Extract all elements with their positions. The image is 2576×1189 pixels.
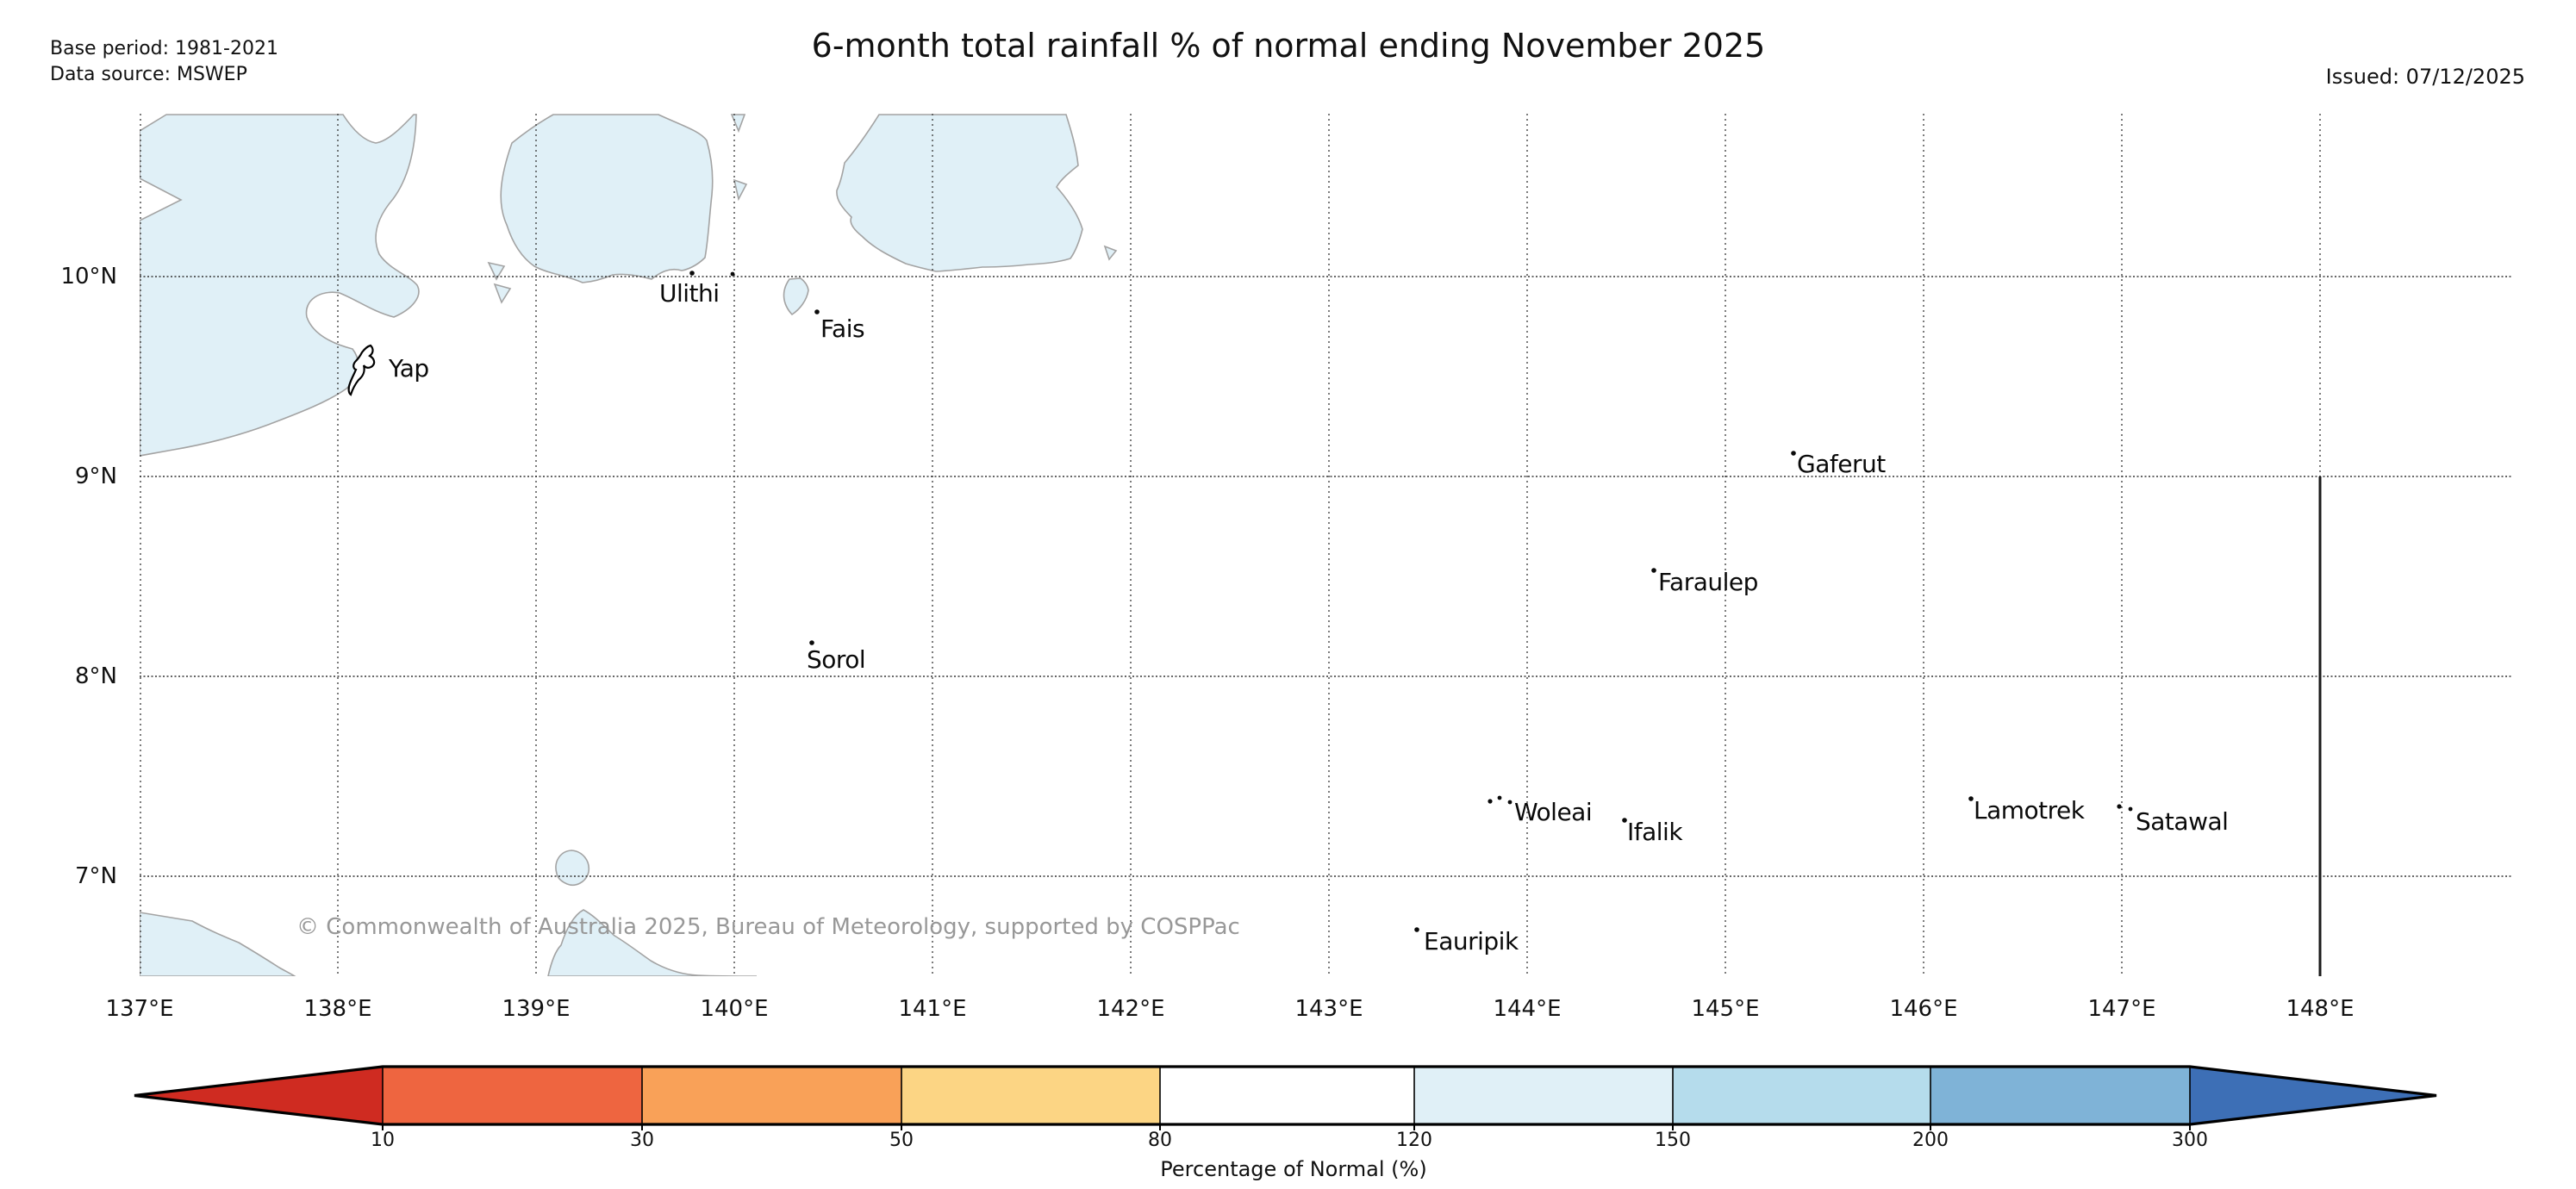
contour-region-northwest: [140, 114, 420, 457]
cb-tick-300: 300: [2172, 1130, 2208, 1151]
lon-tick-145e: 145°E: [1691, 996, 1760, 1022]
colorbar-seg-200-300: [1930, 1067, 2190, 1124]
colorbar-dividers: [382, 1067, 2191, 1124]
cb-tick-80: 80: [1148, 1130, 1172, 1151]
island-dot: [1622, 818, 1627, 823]
island-label-faraulep: Faraulep: [1658, 568, 1758, 596]
island-dot: [689, 271, 695, 276]
island-dot: [2117, 804, 2122, 809]
contour-fragment: [487, 261, 506, 281]
lon-tick-140e: 140°E: [700, 996, 769, 1022]
island-dot: [1791, 451, 1796, 456]
contour-region-southcenter: [547, 909, 758, 976]
contour-fragment: [1103, 245, 1118, 261]
lon-tick-137e: 137°E: [105, 996, 174, 1022]
island-dot: [730, 271, 735, 277]
lat-tick-8n: 8°N: [75, 663, 117, 689]
cb-tick-50: 50: [889, 1130, 914, 1151]
lat-tick-7n: 7°N: [75, 863, 117, 889]
island-markers: [689, 271, 2133, 932]
issued-date-text: Issued: 07/12/2025: [2325, 65, 2525, 89]
island-label-satawal: Satawal: [2136, 807, 2229, 836]
lon-tick-138e: 138°E: [303, 996, 372, 1022]
colorbar-title: Percentage of Normal (%): [1160, 1157, 1427, 1181]
lon-tick-147e: 147°E: [2087, 996, 2156, 1022]
island-label-ulithi: Ulithi: [659, 279, 720, 308]
island-label-woleai: Woleai: [1514, 798, 1593, 826]
cb-tick-120: 120: [1396, 1130, 1432, 1151]
colorbar-seg-80-120: [1160, 1067, 1414, 1124]
contour-region-ulithi: [500, 114, 714, 283]
island-label-fais: Fais: [820, 314, 865, 343]
island-label-eauripik: Eauripik: [1424, 927, 1519, 956]
contour-fragment: [493, 283, 512, 304]
colorbar-seg-50-80: [901, 1067, 1160, 1124]
contour-fragment: [783, 277, 809, 316]
colorbar-seg-120-150: [1414, 1067, 1673, 1124]
copyright-text: © Commonwealth of Australia 2025, Bureau…: [296, 914, 1240, 940]
island-label-gaferut: Gaferut: [1797, 450, 1886, 478]
lon-tick-142e: 142°E: [1096, 996, 1165, 1022]
island-label-sorol: Sorol: [807, 645, 866, 674]
lon-tick-146e: 146°E: [1889, 996, 1958, 1022]
graticule-meridians: [140, 114, 2321, 976]
island-dot: [1497, 795, 1502, 800]
island-dot: [2128, 806, 2133, 812]
graticule-parallels: [140, 276, 2512, 877]
map-canvas: [140, 114, 2512, 976]
page-title: 6-month total rainfall % of normal endin…: [811, 27, 1766, 65]
lon-tick-141e: 141°E: [898, 996, 967, 1022]
colorbar-canvas: [134, 1065, 2437, 1130]
cb-tick-30: 30: [630, 1130, 654, 1151]
island-dot: [1651, 568, 1656, 573]
island-label-yap: Yap: [389, 354, 429, 383]
contour-fragment: [555, 850, 590, 886]
yap-island-outline: [347, 344, 376, 396]
contour-region-southwest: [140, 912, 296, 976]
colorbar-seg-150-200: [1673, 1067, 1930, 1124]
colorbar-arrow-below-10: [134, 1067, 383, 1124]
lon-tick-144e: 144°E: [1493, 996, 1562, 1022]
colorbar: [121, 1058, 2450, 1144]
island-dot: [1968, 796, 1974, 801]
island-dot: [1414, 927, 1419, 932]
lat-tick-10n: 10°N: [60, 264, 117, 289]
map-plot-area: [140, 114, 2512, 976]
colorbar-arrow-above-300: [2190, 1067, 2436, 1124]
colorbar-outline: [134, 1065, 2437, 1126]
cb-tick-10: 10: [371, 1130, 395, 1151]
above-normal-regions: [140, 114, 1118, 976]
lon-tick-148e: 148°E: [2286, 996, 2355, 1022]
island-label-ifalik: Ifalik: [1627, 818, 1683, 846]
lon-tick-143e: 143°E: [1294, 996, 1363, 1022]
lat-tick-9n: 9°N: [75, 464, 117, 489]
data-source-text: Data source: MSWEP: [50, 64, 247, 85]
island-dot: [1507, 800, 1513, 805]
island-dot: [814, 309, 820, 314]
contour-fragment: [733, 178, 748, 202]
lon-tick-139e: 139°E: [502, 996, 571, 1022]
colorbar-seg-30-50: [642, 1067, 901, 1124]
contour-fragment: [730, 114, 746, 134]
island-dot: [809, 640, 814, 645]
island-label-lamotrek: Lamotrek: [1974, 796, 2085, 825]
cb-tick-150: 150: [1655, 1130, 1691, 1151]
island-dot: [1488, 799, 1493, 804]
cb-tick-200: 200: [1912, 1130, 1949, 1151]
contour-region-northcenter: [836, 114, 1083, 272]
colorbar-seg-10-30: [383, 1067, 642, 1124]
base-period-text: Base period: 1981-2021: [50, 38, 278, 59]
